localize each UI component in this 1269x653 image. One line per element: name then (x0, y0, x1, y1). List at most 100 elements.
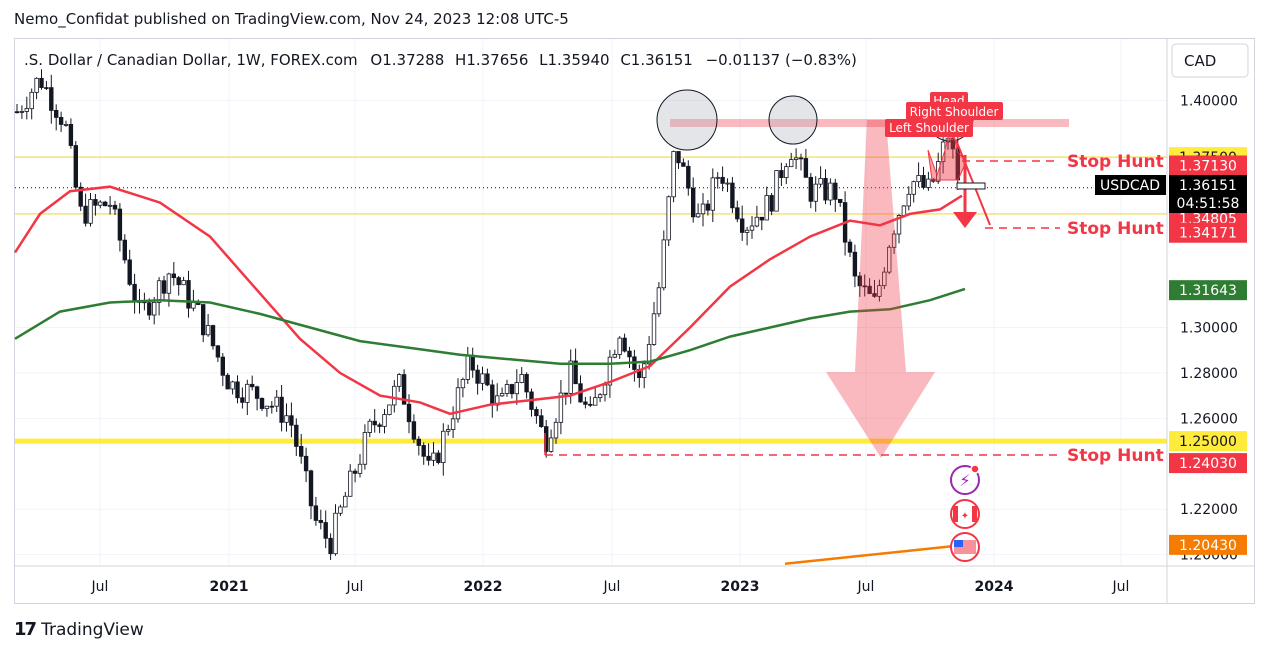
candle-body (78, 186, 83, 207)
candle-body (911, 181, 916, 195)
candle-body (735, 207, 740, 220)
low-value: 1.35940 (548, 51, 610, 69)
candle-body (499, 393, 505, 397)
x-tick-label: Jul (857, 579, 875, 595)
candle-body (803, 158, 809, 178)
notification-dot (970, 464, 980, 474)
candle-body (215, 345, 221, 358)
resistance-zone[interactable] (670, 119, 1069, 127)
level-131643-tag: 1.31643 (1179, 283, 1237, 299)
tradingview-brand: TradingView (41, 619, 144, 640)
level-137130-tag-bg (1169, 155, 1247, 176)
candle-body (838, 198, 843, 203)
candle-body (396, 374, 402, 387)
candle-body (597, 394, 603, 399)
candle-body (793, 157, 799, 160)
tradingview-logo[interactable]: 17 TradingView (14, 619, 144, 640)
orange-trend-line (784, 543, 966, 565)
candle-body (867, 285, 872, 294)
candle-body (490, 384, 495, 406)
candle-body (877, 285, 882, 297)
currency-button-bg[interactable] (1171, 43, 1249, 78)
candle-body (455, 387, 461, 420)
candle-body (88, 199, 93, 224)
candle-body (29, 91, 34, 110)
symbol-description: .S. Dollar / Canadian Dollar, 1W, FOREX.… (24, 51, 358, 69)
level-120430-tag-bg (1169, 534, 1247, 555)
level-124030-tag-bg (1169, 453, 1247, 474)
candle-body (862, 285, 867, 288)
x-tick-label: Jul (91, 579, 109, 595)
x-tick-label: 2024 (975, 579, 1014, 595)
candle-body (921, 175, 926, 188)
candle-body (519, 374, 524, 383)
candle-body (328, 537, 333, 555)
candle-body (818, 178, 823, 185)
top-circle-1[interactable] (656, 89, 718, 151)
candle-body (769, 195, 774, 212)
sma-200-line (14, 287, 966, 366)
lightning-event-icon[interactable] (950, 465, 980, 495)
candle-body (289, 415, 294, 426)
candle-body (504, 384, 510, 394)
candle-body (284, 415, 289, 423)
candle-body (887, 246, 892, 273)
candle-body (725, 182, 730, 185)
candle-body (686, 165, 691, 189)
candle-body (828, 182, 833, 201)
candle-body (171, 273, 176, 279)
candle-body (318, 520, 323, 523)
candle-body (808, 176, 813, 202)
candle-body (73, 145, 78, 188)
candle-body (823, 178, 828, 201)
candle-body (558, 392, 564, 423)
symbol-tag: USDCAD (1100, 178, 1160, 194)
projection-arrow-head[interactable] (953, 212, 977, 228)
left-shoulder-label: Left Shoulder (889, 121, 969, 135)
candle-body (44, 87, 49, 89)
level-125000-tag: 1.25000 (1179, 434, 1237, 450)
big-down-arrow[interactable] (826, 120, 935, 458)
price-tags: 1.375001.371301.350001.348051.341711.316… (1169, 147, 1247, 555)
stop-hunt-label-low: Stop Hunt (1067, 446, 1164, 466)
candle-body (857, 275, 862, 287)
candle-body (833, 182, 838, 200)
candle-body (926, 178, 931, 188)
candle-body (367, 420, 372, 433)
candle-body (249, 383, 255, 388)
candle-body (676, 151, 681, 164)
top-circle-2[interactable] (768, 95, 818, 145)
candle-body (176, 277, 181, 286)
candle-body (387, 404, 392, 415)
candle-body (700, 203, 706, 215)
candle-body (372, 420, 377, 426)
candle-body (54, 110, 59, 118)
candle-body (774, 170, 779, 212)
head-shoulders-shape[interactable] (927, 124, 967, 181)
current-price-tag: 1.36151 (1179, 178, 1237, 194)
candle-body (622, 337, 627, 352)
candle-body (509, 384, 515, 395)
candle-body (347, 470, 353, 497)
candle-body (269, 405, 274, 408)
candle-body (200, 304, 206, 336)
candle-body (343, 495, 348, 508)
candle-body (235, 381, 240, 399)
candle-body (671, 151, 676, 198)
candle-body (303, 455, 309, 472)
close-value: 1.36151 (631, 51, 693, 69)
chart-frame[interactable] (14, 38, 1255, 604)
currency-button[interactable]: CAD (1184, 52, 1216, 70)
candle-body (612, 354, 617, 358)
candle-body (470, 354, 475, 371)
candle-body (852, 251, 858, 277)
y-tick-label: 1.26000 (1180, 411, 1238, 427)
publisher-header: Nemo_Confidat published on TradingView.c… (14, 10, 569, 28)
candle-body (534, 409, 539, 417)
candle-body (323, 522, 328, 539)
candle-body (896, 215, 902, 235)
candle-body (901, 205, 907, 216)
candle-body (151, 301, 157, 316)
event-icon-stack[interactable]: ⚡ ✦ (950, 464, 980, 562)
